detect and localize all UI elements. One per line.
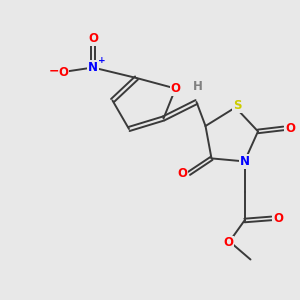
Text: O: O (58, 65, 68, 79)
Text: −: − (49, 64, 59, 77)
Text: N: N (88, 61, 98, 74)
Text: O: O (285, 122, 295, 135)
Text: O: O (273, 212, 283, 225)
Text: N: N (239, 155, 250, 168)
Text: O: O (223, 236, 233, 250)
Text: O: O (88, 32, 98, 46)
Text: H: H (193, 80, 203, 93)
Text: O: O (170, 82, 181, 95)
Text: S: S (233, 99, 241, 112)
Text: +: + (98, 56, 105, 65)
Text: O: O (177, 167, 188, 180)
